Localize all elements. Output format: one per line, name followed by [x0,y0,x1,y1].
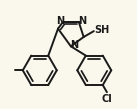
Text: N: N [78,16,86,26]
Text: N: N [56,16,64,26]
Text: Cl: Cl [102,94,112,104]
Text: N: N [70,40,78,50]
Text: SH: SH [94,25,110,35]
